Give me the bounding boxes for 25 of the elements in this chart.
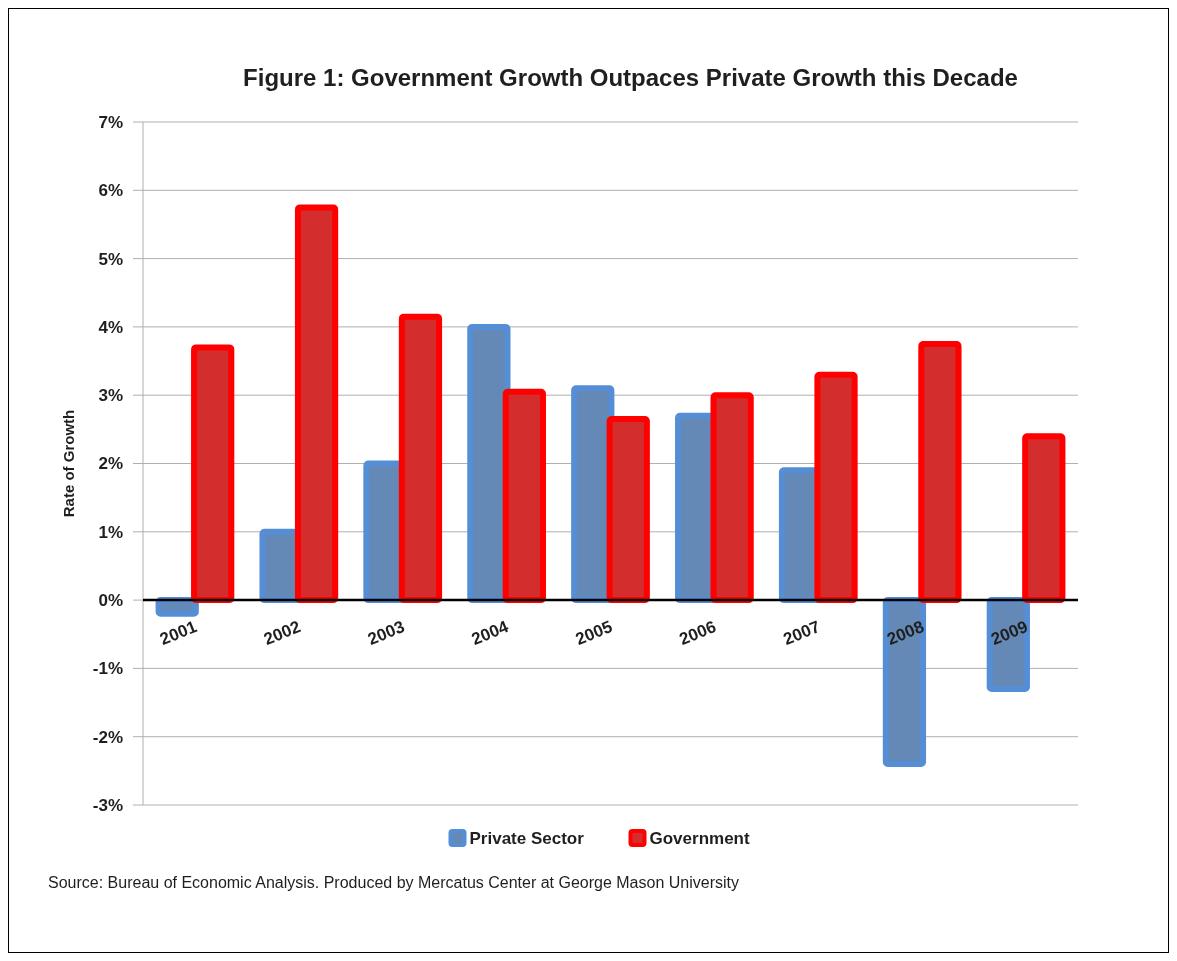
y-tick-label: 2% xyxy=(98,454,123,474)
y-tick-label: 4% xyxy=(98,317,123,337)
source-note: Source: Bureau of Economic Analysis. Produced by Mercatus Center at George Mason University xyxy=(48,874,739,891)
x-tick-label: 2004 xyxy=(468,616,512,649)
x-tick-label: 2008 xyxy=(884,617,927,649)
y-tick-label: -3% xyxy=(92,795,123,815)
y-tick-label: 1% xyxy=(98,522,123,542)
y-tick-label: 5% xyxy=(98,249,123,269)
x-tick-label: 2001 xyxy=(157,617,200,649)
y-tick-label: 7% xyxy=(98,112,123,132)
x-tick-label: 2002 xyxy=(261,617,304,649)
x-tick-label: 2006 xyxy=(676,617,719,649)
x-tick-label: 2005 xyxy=(572,617,615,649)
legend-label: Government xyxy=(649,828,750,848)
y-axis-title: Rate of Growth xyxy=(60,409,77,518)
y-tick-label: 3% xyxy=(98,386,123,406)
x-tick-label: 2007 xyxy=(780,617,823,649)
legend-label: Private Sector xyxy=(469,828,585,848)
x-tick-label: 2003 xyxy=(365,617,408,649)
y-tick-label: 0% xyxy=(98,591,123,611)
y-tick-label: -1% xyxy=(92,659,123,679)
y-tick-label: -2% xyxy=(92,727,123,747)
y-tick-label: 6% xyxy=(98,181,123,201)
chart-title: Figure 1: Government Growth Outpaces Private Growth this Decade xyxy=(243,64,1018,91)
x-tick-label: 2009 xyxy=(988,617,1031,649)
